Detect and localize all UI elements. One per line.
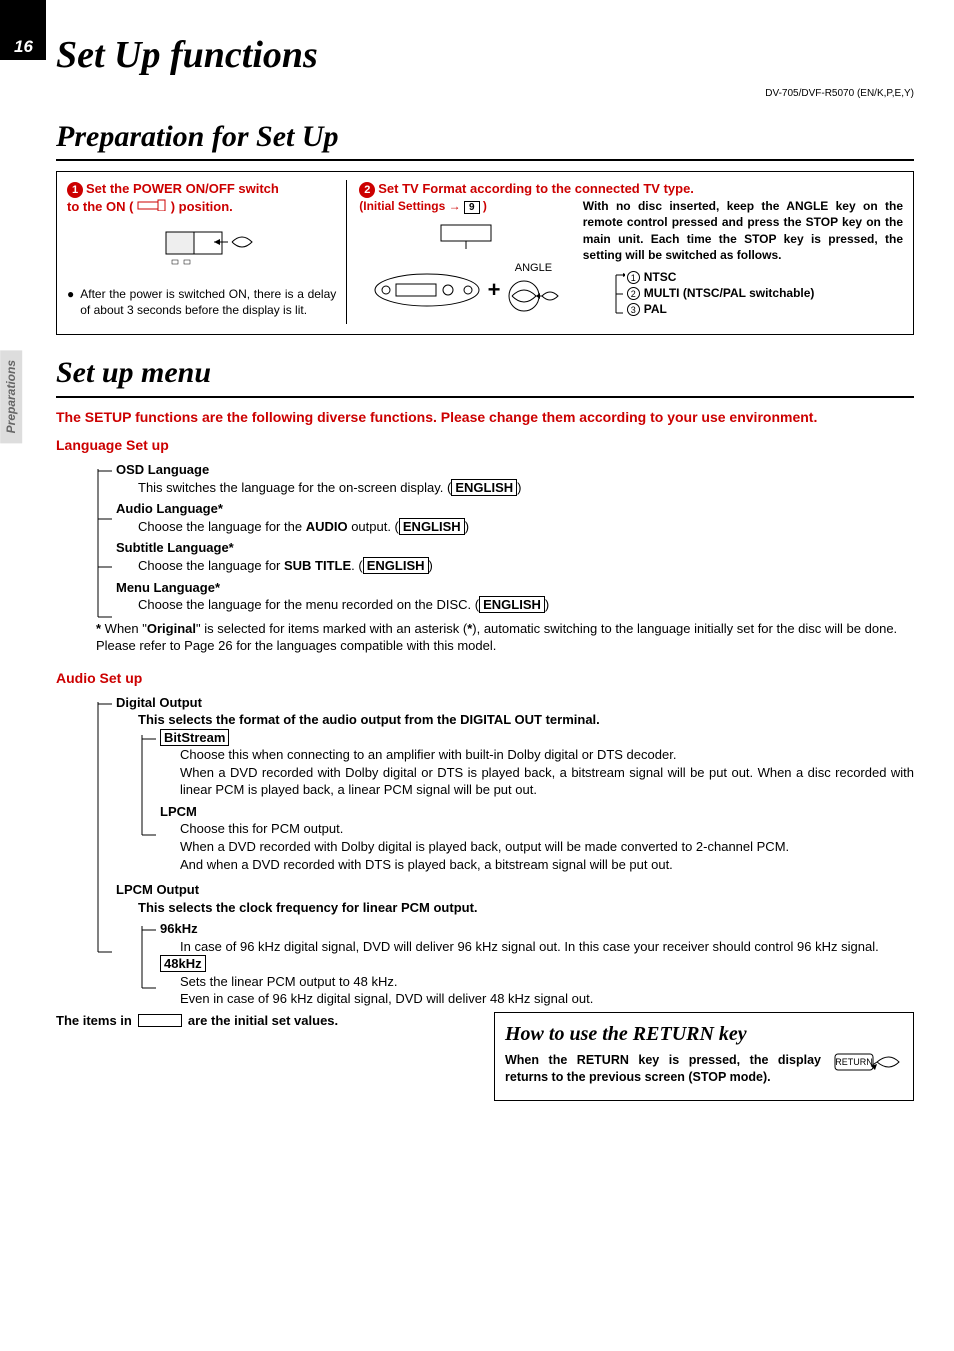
audio-bold: AUDIO <box>306 519 348 534</box>
return-button-diagram: RETURN <box>831 1052 903 1092</box>
note-c: " is selected for items marked with an a… <box>196 621 467 636</box>
step2-number: 2 <box>359 182 375 198</box>
preparation-title: Preparation for Set Up <box>56 117 914 162</box>
sub-desc-c: ) <box>429 558 433 573</box>
sub-desc-b: . ( <box>351 558 363 573</box>
footer-a: The items in <box>56 1012 132 1030</box>
digital-output-sub: This selects the format of the audio out… <box>138 711 914 729</box>
opt-pal: PAL <box>644 302 667 316</box>
48khz-title: 48kHz <box>160 955 206 972</box>
bitstream-l2: When a DVD recorded with Dolby digital o… <box>180 765 914 798</box>
opt-multi: MULTI (NTSC/PAL switchable) <box>644 286 815 300</box>
audio-tree: Digital Output This selects the format o… <box>96 694 914 1008</box>
step1-head-b: to the ON ( <box>67 199 133 214</box>
power-switch-diagram <box>67 224 336 278</box>
preparation-box: 1Set the POWER ON/OFF switch to the ON (… <box>56 171 914 335</box>
osd-title: OSD Language <box>116 461 914 479</box>
menu-default: ENGLISH <box>479 596 545 613</box>
return-text: When the RETURN key is pressed, the disp… <box>505 1052 821 1092</box>
opt-ntsc: NTSC <box>644 270 677 284</box>
lpcm-inner-lines <box>140 926 158 1016</box>
angle-button-icon <box>506 278 560 314</box>
angle-label: ANGLE <box>506 261 560 276</box>
circ-3: 3 <box>627 303 640 316</box>
language-tree: OSD Language This switches the language … <box>96 461 914 613</box>
lpcm-l2: When a DVD recorded with Dolby digital i… <box>180 839 789 854</box>
audio-desc-a: Choose the language for the <box>138 519 306 534</box>
osd-desc-a: This switches the language for the on-sc… <box>138 480 451 495</box>
setup-intro: The SETUP functions are the following di… <box>56 408 914 427</box>
lpcm-output-sub: This selects the clock frequency for lin… <box>138 899 914 917</box>
lpcm-l1: Choose this for PCM output. <box>180 821 343 836</box>
sub-desc-a: Choose the language for <box>138 558 284 573</box>
model-line: DV-705/DVF-R5070 (EN/K,P,E,Y) <box>56 87 914 101</box>
note-e: ), automatic switching to the language i… <box>472 621 897 636</box>
note-f: Please refer to Page 26 for the language… <box>96 638 496 653</box>
svg-text:RETURN: RETURN <box>835 1057 873 1067</box>
audio-default: ENGLISH <box>399 518 465 535</box>
step2-right-text: With no disc inserted, keep the ANGLE ke… <box>583 198 903 263</box>
lpcm-output-title: LPCM Output <box>116 881 914 899</box>
bitstream-l1: Choose this when connecting to an amplif… <box>180 747 676 762</box>
plus-icon: + <box>488 275 501 305</box>
step1-head-a: Set the POWER ON/OFF switch <box>86 181 279 196</box>
digital-inner-lines <box>140 735 158 865</box>
page-number: 16 <box>14 36 33 59</box>
48khz-l1: Sets the linear PCM output to 48 kHz. <box>180 974 398 989</box>
menu-desc-b: ) <box>545 597 549 612</box>
return-key-box: How to use the RETURN key When the RETUR… <box>494 1012 914 1101</box>
menu-desc-a: Choose the language for the menu recorde… <box>138 597 479 612</box>
return-title: How to use the RETURN key <box>505 1021 903 1048</box>
initial-a: (Initial Settings → <box>359 199 460 213</box>
step1-column: 1Set the POWER ON/OFF switch to the ON (… <box>67 180 347 324</box>
audio-setup-title: Audio Set up <box>56 669 914 688</box>
step1-number: 1 <box>67 182 83 198</box>
setup-menu-title: Set up menu <box>56 353 914 398</box>
lang-note: * When "Original" is selected for items … <box>96 620 914 655</box>
osd-default: ENGLISH <box>451 479 517 496</box>
circ-1: 1 <box>627 271 640 284</box>
lpcm-l3: And when a DVD recorded with DTS is play… <box>180 857 673 872</box>
step2-column: 2Set TV Format according to the connecte… <box>359 180 903 324</box>
sub-lang-title: Subtitle Language* <box>116 539 914 557</box>
osd-desc-b: ) <box>517 480 521 495</box>
main-title: Set Up functions <box>56 30 914 81</box>
audio-tree-lines <box>96 702 114 960</box>
digital-output-title: Digital Output <box>116 694 914 712</box>
initial-page-ref: 9 <box>464 201 480 214</box>
note-original: Original <box>147 621 196 636</box>
initial-b: ) <box>483 199 487 213</box>
side-tab: Preparations <box>0 350 22 443</box>
circ-2: 2 <box>627 287 640 300</box>
menu-lang-title: Menu Language* <box>116 579 914 597</box>
96khz-desc: In case of 96 kHz digital signal, DVD wi… <box>180 938 914 956</box>
audio-desc-b: output. ( <box>348 519 399 534</box>
step1-bullet: After the power is switched ON, there is… <box>80 286 336 318</box>
unit-diagram: + ANGLE <box>359 221 572 318</box>
step1-head-c: ) position. <box>171 199 233 214</box>
step2-head: Set TV Format according to the connected… <box>378 181 694 196</box>
audio-lang-title: Audio Language* <box>116 500 914 518</box>
footer-b: are the initial set values. <box>188 1012 338 1030</box>
power-on-icon <box>137 199 167 211</box>
tv-format-list: 1 NTSC 2 MULTI (NTSC/PAL switchable) 3 PAL <box>613 269 903 318</box>
lang-tree-lines <box>96 469 114 639</box>
bitstream-title: BitStream <box>160 729 229 746</box>
initial-values-note: The items in are the initial set values. <box>56 1012 480 1030</box>
sub-bold: SUB TITLE <box>284 558 351 573</box>
audio-desc-c: ) <box>465 519 469 534</box>
bullet-dot: ● <box>67 286 74 318</box>
48khz-l2: Even in case of 96 kHz digital signal, D… <box>180 991 593 1006</box>
lpcm-title: LPCM <box>160 803 914 821</box>
sub-default: ENGLISH <box>363 557 429 574</box>
language-setup-title: Language Set up <box>56 436 914 455</box>
96khz-title: 96kHz <box>160 920 914 938</box>
